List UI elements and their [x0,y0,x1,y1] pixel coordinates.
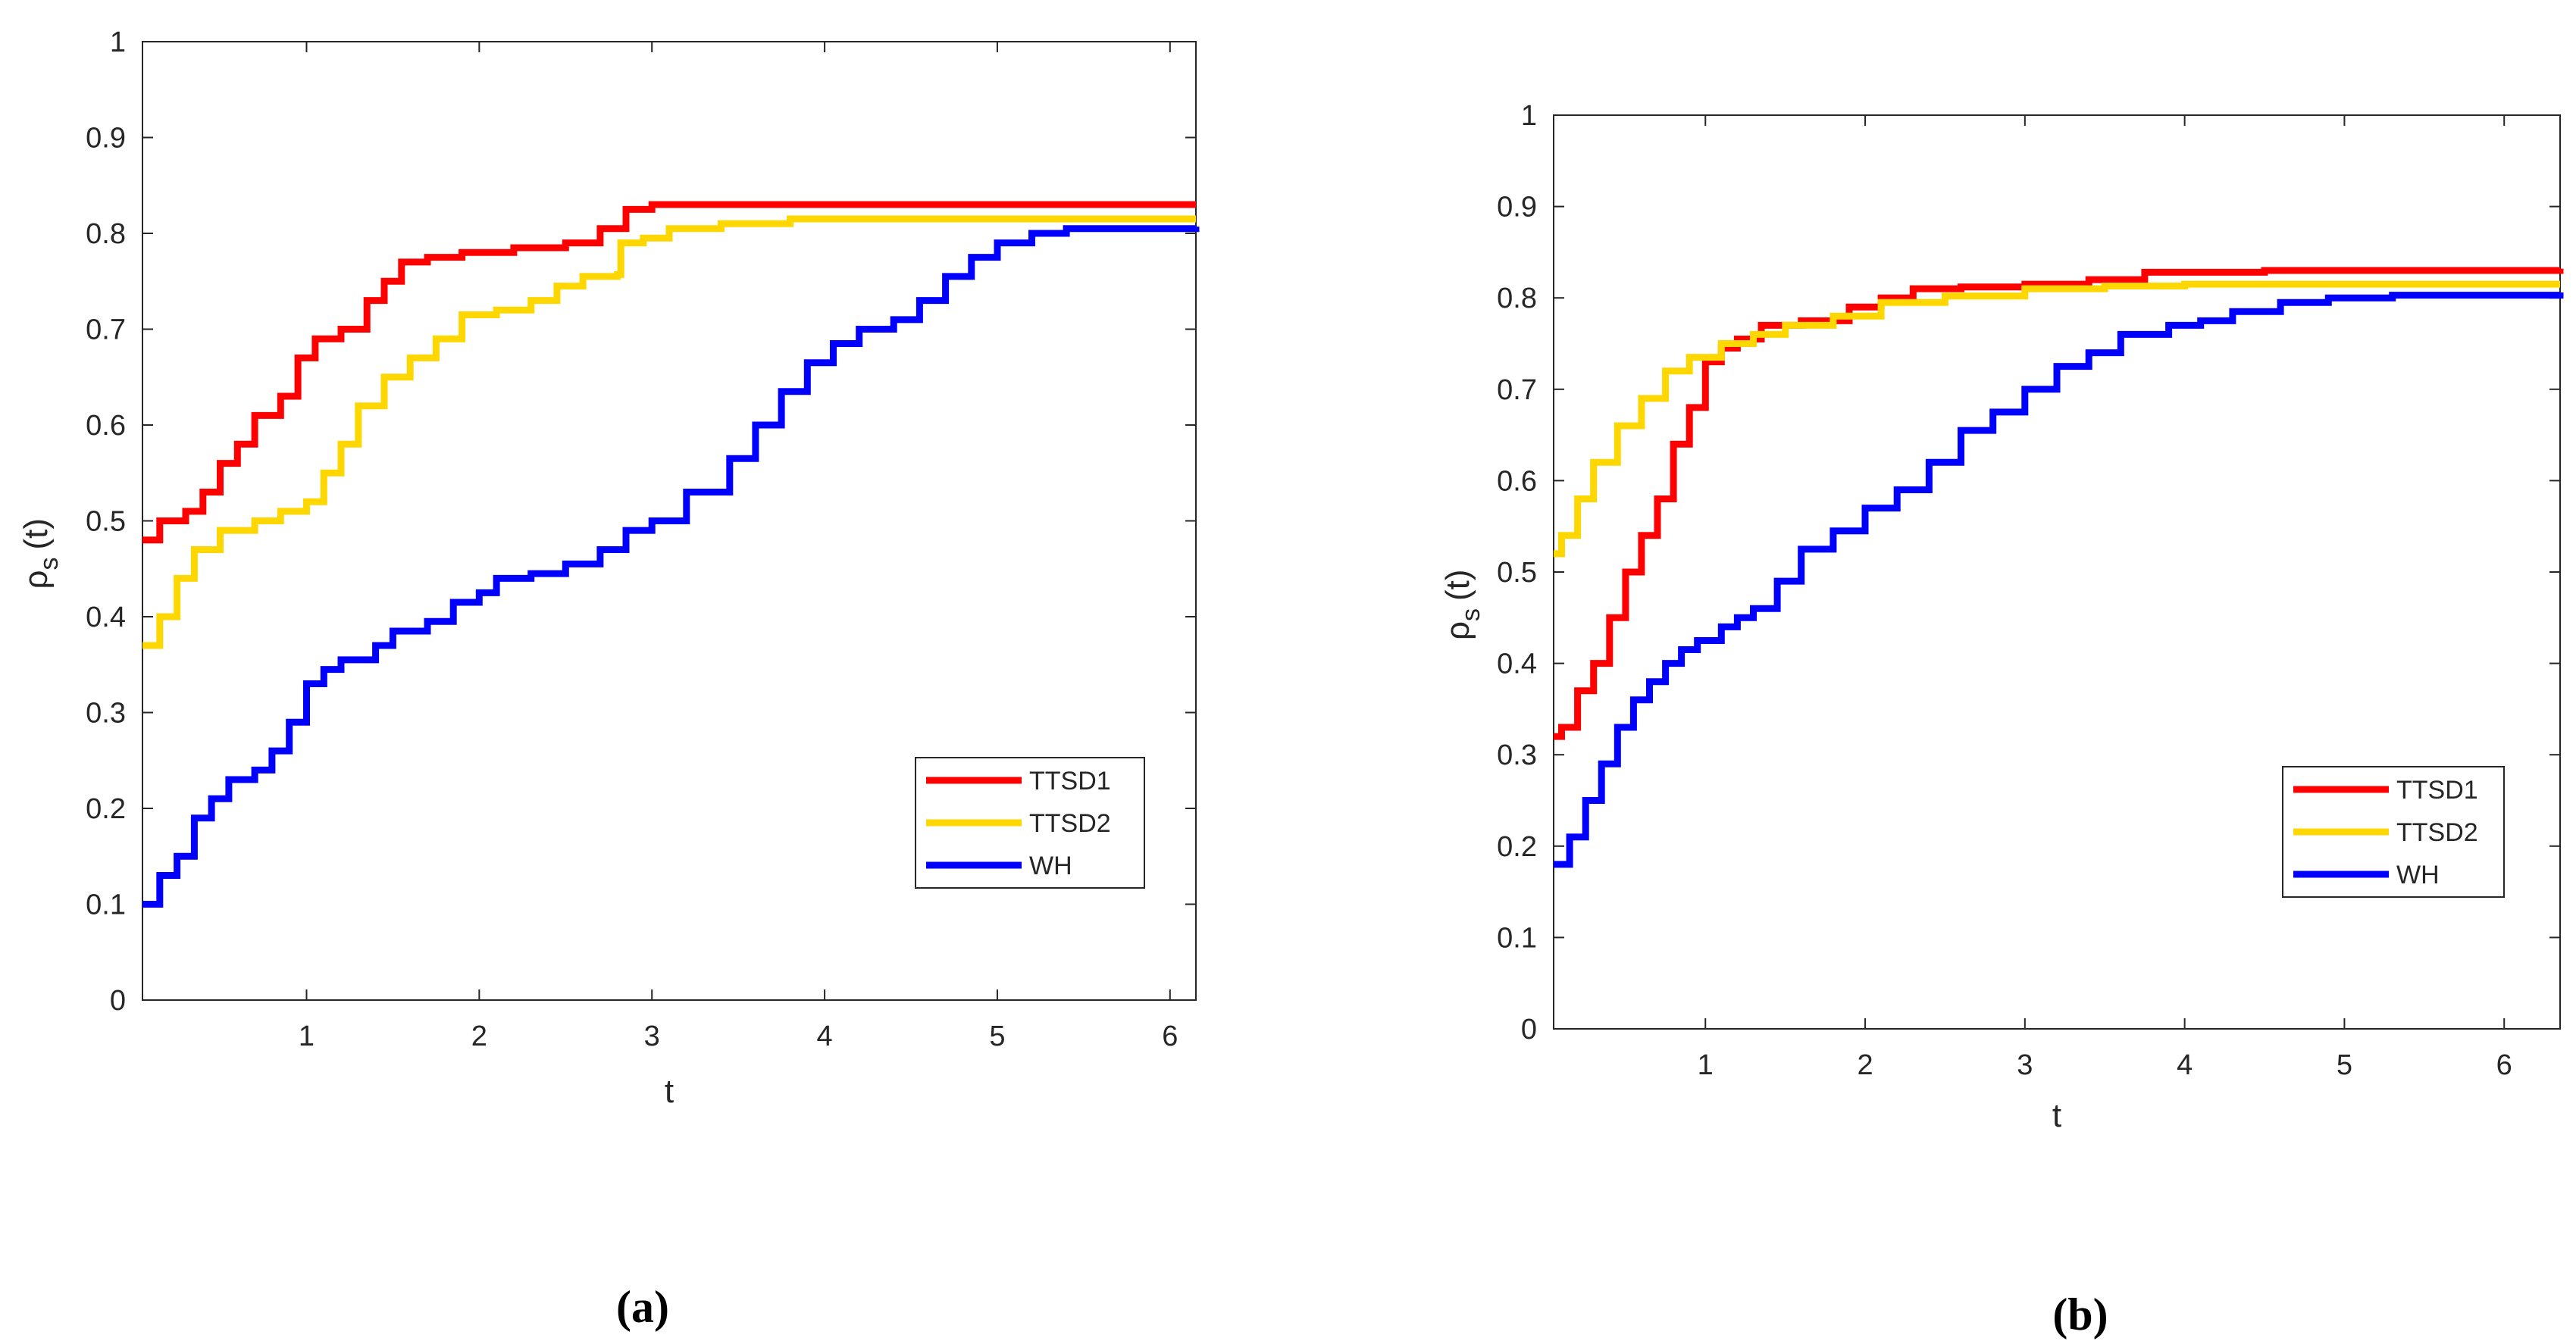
series-line-wh [142,225,1200,908]
y-tick-label: 1 [110,27,126,58]
x-tick-label: 1 [299,1021,315,1052]
x-tick-label: 5 [989,1021,1005,1052]
legend: TTSD1 TTSD2 WH [915,757,1145,889]
chart-panel-a: 0 0.1 0.2 0.3 0.4 0.5 0.6 0.7 0.8 0.9 1 1 2 3 4 5 6 t ρs(t… [17,27,1200,1332]
series-line-ttsd1 [142,201,1196,544]
y-tick-label: 0.8 [1497,283,1537,314]
y-tick-label: 1 [1521,100,1537,132]
y-tick-label: 0.4 [1497,649,1537,680]
y-tick-label: 0 [1521,1014,1537,1046]
x-tick-label: 3 [2017,1049,2033,1081]
y-tick-label: 0.5 [86,506,126,538]
y-tick-label: 0.2 [1497,831,1537,863]
x-tick-label: 4 [817,1021,833,1052]
y-tick-label: 0.6 [1497,465,1537,497]
x-tick-label: 2 [1857,1049,1873,1081]
y-tick-label: 0.7 [86,314,126,346]
y-tick-label: 0 [110,985,126,1017]
y-tick-label: 0.1 [86,889,126,921]
y-axis-title: ρs(t) [17,518,64,589]
y-tick-label: 0.6 [86,410,126,442]
y-tick-label: 0.8 [86,218,126,250]
y-tick-label: 0.9 [1497,192,1537,224]
legend-label: TTSD1 [2396,776,2478,805]
y-tick-label: 0.9 [86,123,126,155]
x-axis-title: t [665,1073,674,1110]
x-tick-label: 6 [1162,1021,1178,1052]
series-line-ttsd2 [142,215,1196,649]
legend-label: TTSD2 [1029,809,1111,838]
y-tick-label: 0.5 [1497,557,1537,589]
x-tick-label: 6 [2496,1049,2512,1081]
x-tick-label: 2 [471,1021,487,1052]
legend-label: TTSD1 [1029,767,1111,796]
series-line-wh [1554,292,2564,868]
y-tick-label: 0.2 [86,793,126,825]
x-tick-label: 3 [644,1021,660,1052]
y-axis-title: ρs(t) [1439,569,1485,640]
x-tick-label: 5 [2337,1049,2352,1081]
y-tick-label: 0.4 [86,602,126,633]
legend-label: WH [2396,861,2440,889]
x-tick-label: 1 [1698,1049,1714,1081]
legend-label: TTSD2 [2396,818,2478,847]
panel-caption: (a) [616,1282,669,1332]
series-line-ttsd2 [1554,280,2560,558]
y-tick-label: 0.7 [1497,374,1537,406]
legend-label: WH [1029,852,1072,880]
y-tick-label: 0.3 [86,698,126,730]
x-tick-label: 4 [2177,1049,2193,1081]
y-tick-label: 0.3 [1497,739,1537,771]
legend: TTSD1 TTSD2 WH [2282,766,2505,898]
y-tick-label: 0.1 [1497,922,1537,954]
x-axis-title: t [2052,1097,2061,1134]
chart-panel-b: 0 0.1 0.2 0.3 0.4 0.5 0.6 0.7 0.8 0.9 1 1 2 3 4 5 6 t ρs(t… [1439,100,2564,1339]
panel-caption: (b) [2052,1289,2108,1339]
